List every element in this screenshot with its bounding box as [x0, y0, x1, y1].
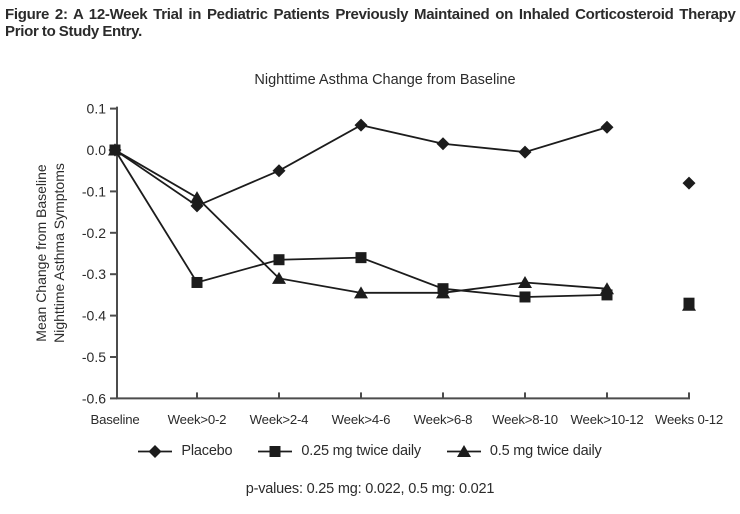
- x-tick-label: Weeks 0-12: [655, 412, 723, 427]
- y-tick-label: -0.3: [82, 266, 106, 282]
- legend-label: 0.5 mg twice daily: [489, 443, 602, 459]
- y-tick-label: 0.1: [87, 101, 107, 117]
- data-point-square: [355, 252, 367, 264]
- data-point-square: [519, 291, 531, 303]
- legend-swatch-diamond: [148, 444, 162, 458]
- legend-swatch-square: [269, 445, 281, 457]
- data-point-triangle: [272, 271, 286, 284]
- series-line-triangle: [114, 149, 608, 294]
- legend-label: 0.25 mg twice daily: [301, 443, 421, 459]
- square-marker-icon: [258, 445, 293, 457]
- y-tick-label: -0.6: [82, 390, 106, 406]
- data-point-triangle: [190, 191, 204, 204]
- data-point-triangle: [518, 275, 532, 288]
- x-tick-label: Week>8-10: [492, 412, 558, 427]
- legend-label: Placebo: [181, 443, 233, 459]
- data-point-square: [273, 254, 285, 266]
- x-tick-label: Week>4-6: [332, 412, 391, 427]
- data-point-diamond: [354, 118, 368, 132]
- y-tick-label: -0.5: [82, 349, 106, 365]
- figure-caption: Figure 2: A 12-Week Trial in Pediatric P…: [5, 6, 738, 40]
- y-axis-label-line2: Nighttime Asthma Symptoms: [51, 163, 67, 343]
- y-tick-label: -0.4: [82, 308, 106, 324]
- legend-item-triangle: 0.5 mg twice daily: [446, 443, 602, 459]
- data-series: [108, 118, 696, 311]
- legend-item-square: 0.25 mg twice daily: [258, 443, 421, 459]
- data-point-diamond: [682, 176, 696, 190]
- x-tick-label: Week>6-8: [414, 412, 473, 427]
- data-point-diamond: [518, 145, 532, 159]
- data-point-square: [109, 144, 121, 156]
- x-tick-label: Week>10-12: [571, 412, 644, 427]
- data-point-triangle: [354, 286, 368, 299]
- x-tick-label: Week>2-4: [250, 412, 309, 427]
- figure-caption-line: Figure 2: A 12-Week Trial in Pediatric P…: [5, 6, 736, 23]
- y-tick-label: 0.0: [87, 142, 107, 158]
- legend-item-diamond: Placebo: [138, 443, 233, 459]
- data-point-diamond: [600, 120, 614, 134]
- data-point-square: [601, 289, 613, 301]
- p-values-note: p-values: 0.25 mg: 0.022, 0.5 mg: 0.021: [245, 481, 495, 497]
- series-line-square: [114, 149, 608, 298]
- y-tick-label: -0.2: [82, 225, 106, 241]
- chart-legend: Placebo 0.25 mg twice daily 0.5 mg twice d…: [0, 443, 740, 459]
- figure-caption-line: Prior to Study Entry.: [5, 23, 142, 40]
- x-tick-label: Week>0-2: [168, 412, 227, 427]
- legend-swatch-triangle: [456, 444, 471, 457]
- data-point-diamond: [272, 164, 286, 178]
- data-point-square: [683, 297, 695, 309]
- data-point-diamond: [190, 199, 204, 213]
- data-point-diamond: [436, 137, 450, 151]
- data-point-square: [437, 283, 449, 295]
- diamond-marker-icon: [138, 444, 173, 458]
- chart-title: Nighttime Asthma Change from Baseline: [254, 72, 515, 88]
- x-tick-label: Baseline: [91, 412, 140, 427]
- y-axis-label-line1: Mean Change from Baseline: [33, 164, 49, 342]
- data-point-square: [191, 276, 203, 288]
- y-tick-label: -0.1: [82, 183, 106, 199]
- triangle-marker-icon: [446, 444, 481, 457]
- axes: 0.1 0.0 -0.1 -0.2 -0.3 -0.4 -0.5 -0.6 Baseline We…: [82, 101, 723, 427]
